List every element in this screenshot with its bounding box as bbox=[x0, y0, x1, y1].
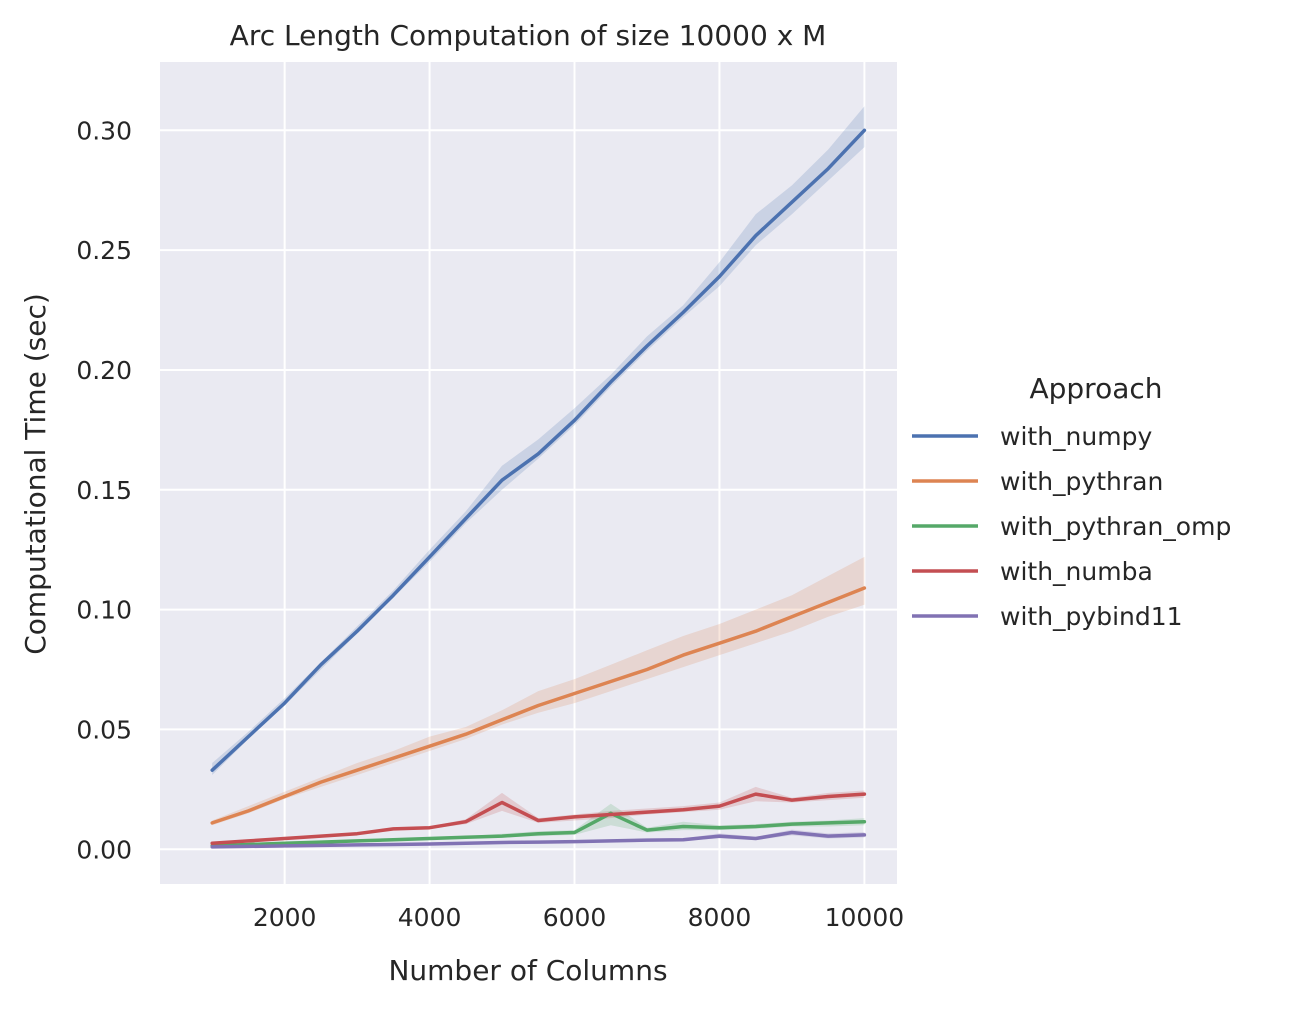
series-line-with_pybind11 bbox=[210, 830, 867, 849]
legend-label-with_numba: with_numba bbox=[1000, 557, 1153, 586]
y-tick-label: 0.25 bbox=[76, 236, 132, 265]
x-tick-label: 2000 bbox=[253, 903, 317, 932]
x-tick-label: 6000 bbox=[543, 903, 607, 932]
series-line-with_numpy bbox=[210, 128, 867, 772]
legend-title: Approach bbox=[1029, 372, 1162, 405]
series-line-with_numba bbox=[210, 792, 867, 846]
x-axis-label: Number of Columns bbox=[388, 954, 667, 987]
x-tick-label: 10000 bbox=[825, 903, 905, 932]
plot-area: 2000 4000 6000 8000 10000 0.00 0.05 0.10 0.15 0.2… bbox=[76, 62, 904, 932]
plot-background bbox=[160, 62, 897, 884]
x-tick-label: 4000 bbox=[398, 903, 462, 932]
confidence-band-with_numpy bbox=[212, 106, 865, 776]
confidence-band-with_pythran bbox=[212, 556, 865, 826]
y-tick-label: 0.05 bbox=[76, 715, 132, 744]
y-axis-label: Computational Time (sec) bbox=[19, 293, 52, 655]
y-tick-label: 0.15 bbox=[76, 476, 132, 505]
x-tick-label: 8000 bbox=[688, 903, 752, 932]
legend-label-with_pythran_omp: with_pythran_omp bbox=[1000, 512, 1231, 541]
legend-label-with_pythran: with_pythran bbox=[1000, 467, 1163, 496]
legend-label-with_numpy: with_numpy bbox=[1000, 422, 1152, 451]
series-line-with_pythran bbox=[210, 586, 867, 825]
legend-label-with_pybind11: with_pybind11 bbox=[1000, 602, 1183, 631]
y-tick-label: 0.30 bbox=[76, 116, 132, 145]
y-tick-label: 0.10 bbox=[76, 596, 132, 625]
y-tick-label: 0.00 bbox=[76, 835, 132, 864]
chart-title: Arc Length Computation of size 10000 x M bbox=[230, 19, 827, 52]
legend: Approach with_numpy with_pythran with_pyth… bbox=[912, 372, 1231, 631]
series-line-with_pythran_omp bbox=[210, 811, 867, 848]
y-tick-label: 0.20 bbox=[76, 356, 132, 385]
